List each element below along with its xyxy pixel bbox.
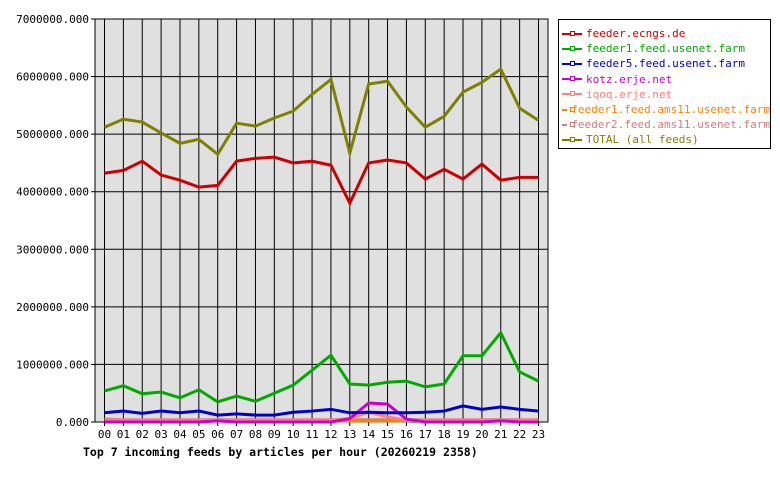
x-tick-label: 09 [268, 428, 281, 441]
y-tick-label: 3000000.000 [16, 243, 89, 256]
x-tick-label: 15 [381, 428, 394, 441]
x-tick-label: 04 [173, 428, 187, 441]
x-tick-label: 03 [154, 428, 167, 441]
legend-label: iqoq.erje.net [586, 87, 673, 101]
x-tick-label: 14 [362, 428, 376, 441]
legend-item: feeder2.feed.ams11.usenet.farm [559, 117, 770, 132]
y-tick-label: 5000000.000 [16, 128, 89, 141]
legend-item: TOTAL (all feeds) [559, 132, 770, 147]
series-line [104, 401, 539, 424]
series-2 [104, 404, 539, 417]
legend-swatch-icon [562, 136, 582, 142]
y-tick-label: 1000000.000 [16, 358, 89, 371]
x-tick-label: 01 [117, 428, 130, 441]
x-tick-label: 13 [343, 428, 356, 441]
x-tick-label: 21 [494, 428, 507, 441]
legend-label: feeder1.feed.usenet.farm [586, 42, 745, 56]
series-line [104, 329, 540, 404]
legend-item: kotz.erje.net [559, 72, 770, 87]
legend-swatch-icon [562, 76, 582, 82]
y-tick-label: 4000000.000 [16, 186, 89, 199]
legend-item: feeder5.feed.usenet.farm [559, 56, 770, 71]
legend-swatch-icon [562, 60, 582, 66]
legend-swatch-icon [562, 121, 575, 127]
legend: feeder.ecngs.de feeder1.feed.usenet.farm f… [558, 19, 771, 149]
series-7 [103, 66, 540, 160]
y-tick-label: 7000000.000 [16, 13, 89, 26]
series-1 [104, 329, 540, 404]
x-tick-label: 19 [456, 428, 469, 441]
x-tick-label: 23 [532, 428, 545, 441]
legend-item: iqoq.erje.net [559, 87, 770, 102]
legend-swatch-icon [562, 91, 582, 97]
x-tick-label: 12 [324, 428, 337, 441]
series-0 [104, 155, 539, 207]
legend-label: TOTAL (all feeds) [586, 133, 699, 147]
legend-label: feeder5.feed.usenet.farm [586, 57, 745, 71]
legend-swatch-icon [562, 106, 575, 112]
x-tick-label: 00 [98, 428, 111, 441]
series-line [103, 66, 540, 160]
legend-item: feeder1.feed.usenet.farm [559, 41, 770, 56]
legend-label: feeder1.feed.ams11.usenet.farm [571, 103, 770, 117]
legend-label: feeder2.feed.ams11.usenet.farm [571, 118, 770, 132]
legend-label: feeder.ecngs.de [586, 27, 686, 41]
x-tick-label: 11 [305, 428, 318, 441]
x-tick-label: 02 [136, 428, 149, 441]
x-tick-label: 18 [438, 428, 451, 441]
series-line [104, 404, 539, 417]
chart-title: Top 7 incoming feeds by articles per hou… [83, 445, 478, 459]
legend-swatch-icon [562, 45, 582, 51]
legend-swatch-icon [562, 30, 582, 36]
legend-label: kotz.erje.net [586, 72, 673, 86]
x-tick-label: 16 [400, 428, 413, 441]
y-tick-label: 6000000.000 [16, 71, 89, 84]
x-tick-label: 10 [287, 428, 300, 441]
legend-item: feeder1.feed.ams11.usenet.farm [559, 102, 770, 117]
series-line [104, 410, 539, 422]
x-tick-label: 08 [249, 428, 262, 441]
x-tick-label: 06 [211, 428, 224, 441]
legend-item: feeder.ecngs.de [559, 26, 770, 41]
x-tick-label: 22 [513, 428, 526, 441]
x-tick-label: 20 [475, 428, 488, 441]
y-tick-label: 0.000 [56, 416, 89, 429]
series-line [104, 155, 539, 207]
x-tick-label: 05 [192, 428, 205, 441]
y-tick-label: 2000000.000 [16, 301, 89, 314]
x-tick-label: 07 [230, 428, 243, 441]
series-3 [104, 401, 539, 424]
x-tick-label: 17 [419, 428, 432, 441]
